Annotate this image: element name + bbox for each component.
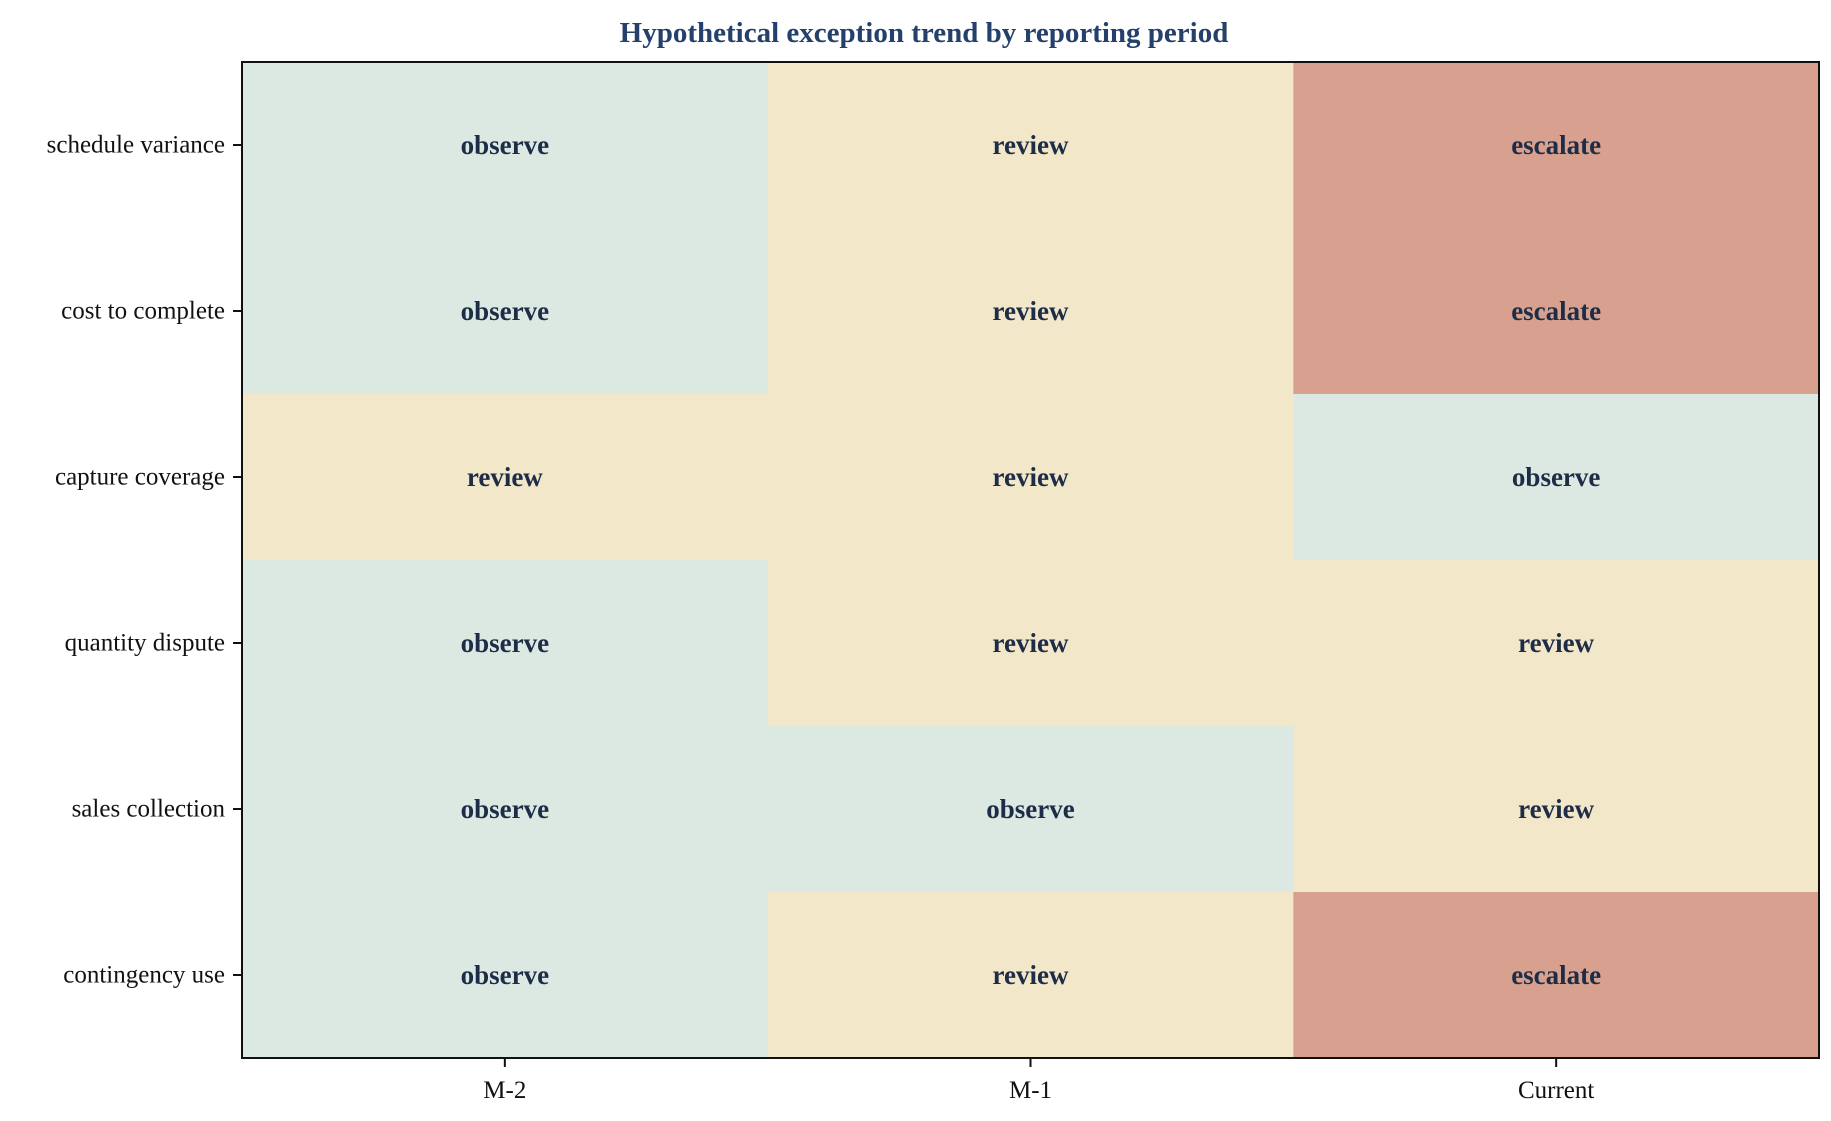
heatmap-cells: [242, 62, 1820, 1059]
x-tick-label: Current: [1518, 1077, 1594, 1104]
cell-label: review: [1518, 794, 1594, 824]
cell-label: observe: [986, 794, 1074, 824]
heatmap-cell: [1293, 228, 1820, 395]
cell-label: escalate: [1511, 130, 1601, 160]
cell-label: observe: [461, 794, 549, 824]
x-tick-label: M-1: [1009, 1077, 1052, 1104]
heatmap-cell: [1293, 560, 1820, 727]
y-tick-label: schedule variance: [47, 132, 225, 159]
cell-label: observe: [461, 130, 549, 160]
x-tick-label: M-2: [483, 1077, 526, 1104]
heatmap-cell: [242, 560, 769, 727]
cell-labels: observe review escalate observe review escala…: [461, 130, 1602, 990]
cell-label: review: [993, 628, 1069, 658]
cell-label: observe: [461, 960, 549, 990]
cell-label: observe: [461, 628, 549, 658]
cell-label: escalate: [1511, 960, 1601, 990]
heatmap-cell: [242, 228, 769, 395]
heatmap-cell: [242, 62, 769, 229]
y-tick-label: sales collection: [72, 796, 226, 823]
cell-label: escalate: [1511, 296, 1601, 326]
heatmap-cell: [1293, 726, 1820, 893]
heatmap-cell: [767, 228, 1294, 395]
chart-title: Hypothetical exception trend by reportin…: [620, 17, 1229, 49]
cell-label: review: [993, 462, 1069, 492]
heatmap-cell: [1293, 892, 1820, 1059]
cell-label: review: [993, 130, 1069, 160]
cell-label: review: [467, 462, 543, 492]
heatmap-cell: [242, 892, 769, 1059]
heatmap-cell: [242, 394, 769, 561]
cell-label: review: [993, 296, 1069, 326]
y-tick-label: cost to complete: [61, 298, 225, 325]
y-axis: schedule variance cost to complete capture…: [47, 132, 242, 989]
heatmap-cell: [1293, 62, 1820, 229]
heatmap-cell: [767, 560, 1294, 727]
heatmap-cell: [767, 726, 1294, 893]
y-tick-label: quantity dispute: [65, 630, 225, 657]
cell-label: observe: [461, 296, 549, 326]
cell-label: observe: [1512, 462, 1600, 492]
y-tick-label: capture coverage: [55, 464, 225, 491]
cell-label: review: [993, 960, 1069, 990]
heatmap-cell: [767, 394, 1294, 561]
x-axis: M-2 M-1 Current: [483, 1058, 1594, 1104]
heatmap-cell: [767, 62, 1294, 229]
cell-label: review: [1518, 628, 1594, 658]
y-tick-label: contingency use: [63, 962, 225, 989]
heatmap-cell: [242, 726, 769, 893]
heatmap-cell: [767, 892, 1294, 1059]
heatmap-cell: [1293, 394, 1820, 561]
